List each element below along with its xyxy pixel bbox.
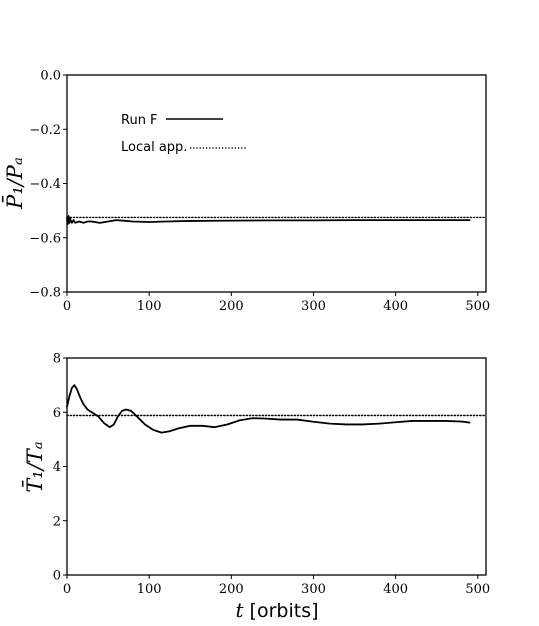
bottom-ytick-label: 6	[53, 406, 61, 421]
bottom-xtick-label: 0	[63, 582, 71, 597]
bottom-xlabel: t [orbits]	[235, 598, 318, 622]
bottom-xtick-label: 100	[137, 582, 162, 597]
bottom-series-layer	[66, 384, 487, 434]
top-xtick-label: 300	[301, 299, 326, 314]
bottom-series-line-solid	[66, 384, 471, 434]
top-ylabel: P̄₁/Pₐ	[2, 157, 27, 210]
top-xtick-label: 100	[137, 299, 162, 314]
top-ytick-label: 0.0	[40, 69, 61, 84]
bottom-panel: 0 100 200 300 400 500 0 2 4 6 8 T̄₁/Tₐ t [orbits]	[22, 352, 490, 623]
top-plot-frame	[66, 74, 487, 293]
top-xtick-label: 400	[383, 299, 408, 314]
top-ytick-label: −0.4	[29, 177, 61, 192]
top-ticks-layer: 0 100 200 300 400 500 0.0 −0.2 −0.4 −0.6 −0.8	[29, 69, 490, 315]
legend-label-local-app: Local app.	[121, 140, 187, 155]
top-xtick-label: 0	[63, 299, 71, 314]
bottom-plot-frame	[66, 357, 487, 576]
top-ytick-label: −0.8	[29, 286, 61, 301]
top-ytick-label: −0.2	[29, 123, 61, 138]
legend: Run F Local app.	[121, 113, 247, 155]
top-series-layer	[66, 215, 487, 226]
bottom-xtick-label: 400	[383, 582, 408, 597]
top-xtick-label: 500	[465, 299, 490, 314]
legend-label-run-f: Run F	[121, 113, 158, 128]
top-ytick-label: −0.6	[29, 231, 61, 246]
bottom-ytick-label: 0	[53, 569, 61, 584]
top-panel: 0 100 200 300 400 500 0.0 −0.2 −0.4 −0.6 −0.8 P̄₁/…	[2, 69, 490, 315]
bottom-ticks-layer: 0 100 200 300 400 500 0 2 4 6 8	[53, 352, 490, 598]
bottom-ytick-label: 8	[53, 352, 61, 367]
bottom-xtick-label: 200	[219, 582, 244, 597]
top-xtick-label: 200	[219, 299, 244, 314]
top-series-line-solid	[66, 215, 471, 226]
bottom-ylabel: T̄₁/Tₐ	[22, 441, 47, 492]
bottom-ytick-label: 2	[53, 514, 61, 529]
bottom-xtick-label: 500	[465, 582, 490, 597]
bottom-xtick-label: 300	[301, 582, 326, 597]
bottom-ytick-label: 4	[53, 460, 61, 475]
